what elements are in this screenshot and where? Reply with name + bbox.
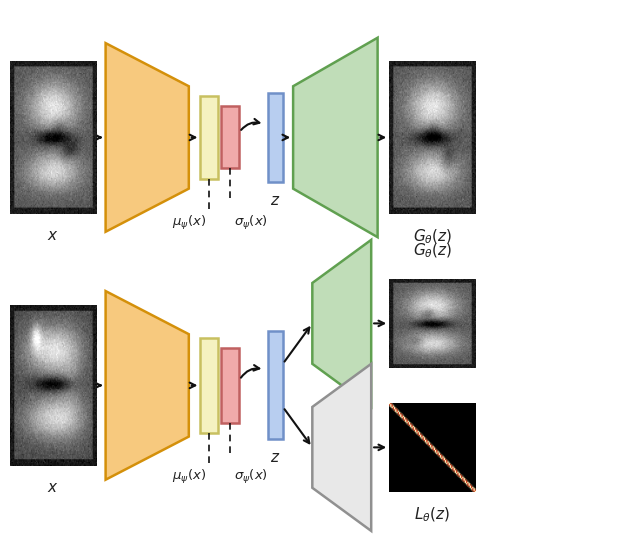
Text: $z$: $z$: [270, 192, 280, 208]
Bar: [221, 107, 239, 168]
Polygon shape: [106, 291, 189, 480]
Bar: [268, 93, 283, 182]
Bar: [221, 348, 239, 423]
Polygon shape: [106, 43, 189, 232]
Text: $L_\theta(z)$: $L_\theta(z)$: [414, 506, 451, 524]
Text: $z$: $z$: [270, 450, 280, 465]
Polygon shape: [312, 240, 371, 407]
Text: $G_\theta(z)$: $G_\theta(z)$: [413, 227, 452, 246]
Text: $\sigma_\psi(x)$: $\sigma_\psi(x)$: [234, 214, 268, 232]
Text: $x$: $x$: [47, 227, 59, 243]
Text: $\sigma_\psi(x)$: $\sigma_\psi(x)$: [234, 468, 268, 486]
Text: $G_\theta(z)$: $G_\theta(z)$: [413, 241, 452, 260]
Text: $\mu_\psi(x)$: $\mu_\psi(x)$: [172, 468, 206, 486]
Text: $x$: $x$: [47, 480, 59, 495]
Bar: [200, 96, 218, 179]
Bar: [200, 338, 218, 432]
Polygon shape: [293, 38, 378, 237]
Text: $\mu_\psi(x)$: $\mu_\psi(x)$: [172, 214, 206, 232]
Bar: [268, 331, 283, 439]
Polygon shape: [312, 364, 371, 531]
